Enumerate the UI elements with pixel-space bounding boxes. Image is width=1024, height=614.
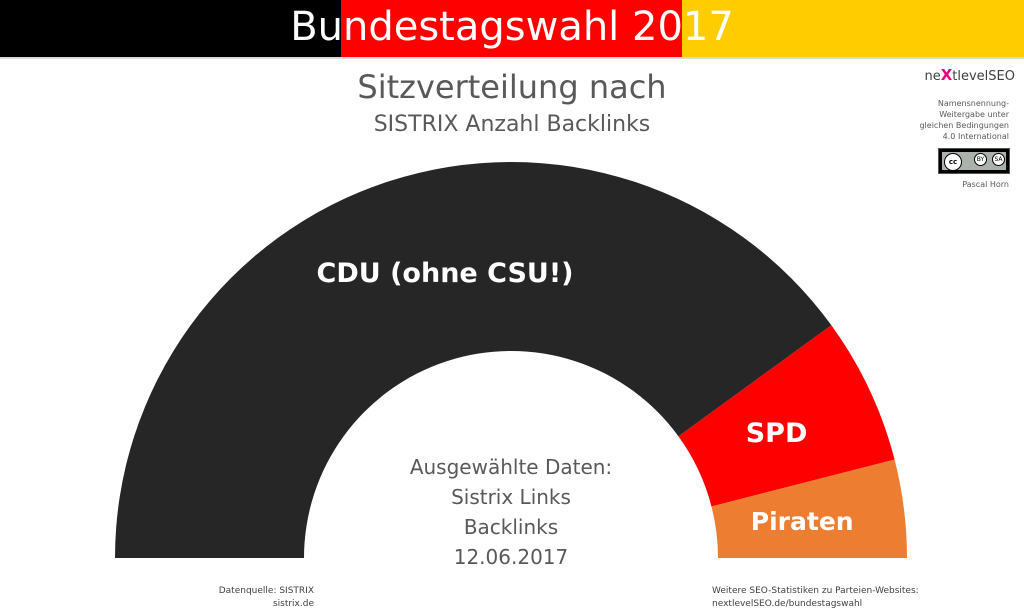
brand-prefix: ne [924, 69, 941, 84]
banner-stripe-red [341, 0, 682, 57]
center-text-line-0: Ausgewählte Daten: [410, 455, 612, 479]
chart-subtitle: SISTRIX Anzahl Backlinks [373, 112, 651, 137]
center-text-line-1: Sistrix Links [451, 485, 571, 509]
source-link[interactable]: sistrix.de [272, 599, 314, 609]
slice-2 [711, 459, 907, 558]
author-name: Pascal Horn [962, 180, 1009, 189]
brand-logo: neXtlevelSEO [880, 66, 1015, 84]
sa-icon: SA [992, 153, 1005, 166]
slice-0 [115, 162, 832, 558]
chart-title: Sitzverteilung nach [357, 68, 667, 106]
data-source: Datenquelle: SISTRIX sistrix.de [150, 585, 314, 611]
license-line: 4.0 International [942, 132, 1009, 141]
banner-title: Bundestagswahl 2017 [290, 4, 734, 50]
banner-stripe-black [0, 0, 341, 57]
slice-label-0: CDU (ohne CSU!) [317, 258, 574, 289]
slice-1 [678, 325, 895, 507]
center-text-line-2: Backlinks [464, 515, 558, 539]
banner-stripe-gold [682, 0, 1024, 57]
more-stats: Weitere SEO-Statistiken zu Parteien-Webs… [712, 585, 1012, 611]
brand-x: X [940, 66, 953, 84]
more-link[interactable]: nextlevelSEO.de/bundestagswahl [712, 599, 863, 609]
license-line: gleichen Bedingungen [919, 121, 1009, 130]
cc-badge-inner: cc BY SA [942, 152, 1006, 171]
slice-label-2: Piraten [751, 507, 854, 536]
license-line: Namensnennung- [937, 99, 1009, 108]
brand-suffix: tlevelSEO [952, 69, 1015, 84]
banner-divider [0, 57, 1024, 59]
source-line: Datenquelle: SISTRIX [218, 586, 314, 596]
center-text-line-3: 12.06.2017 [454, 545, 569, 569]
cc-icon: cc [944, 153, 962, 171]
more-line: Weitere SEO-Statistiken zu Parteien-Webs… [712, 586, 919, 596]
by-icon: BY [974, 153, 987, 166]
license-line: Weitergabe unter [939, 110, 1009, 119]
cc-by-sa-badge[interactable]: cc BY SA [938, 148, 1010, 174]
banner: Bundestagswahl 2017 [0, 0, 1024, 57]
license-text: Namensnennung- Weitergabe unter gleichen… [880, 98, 1009, 142]
slice-label-1: SPD [746, 418, 808, 449]
